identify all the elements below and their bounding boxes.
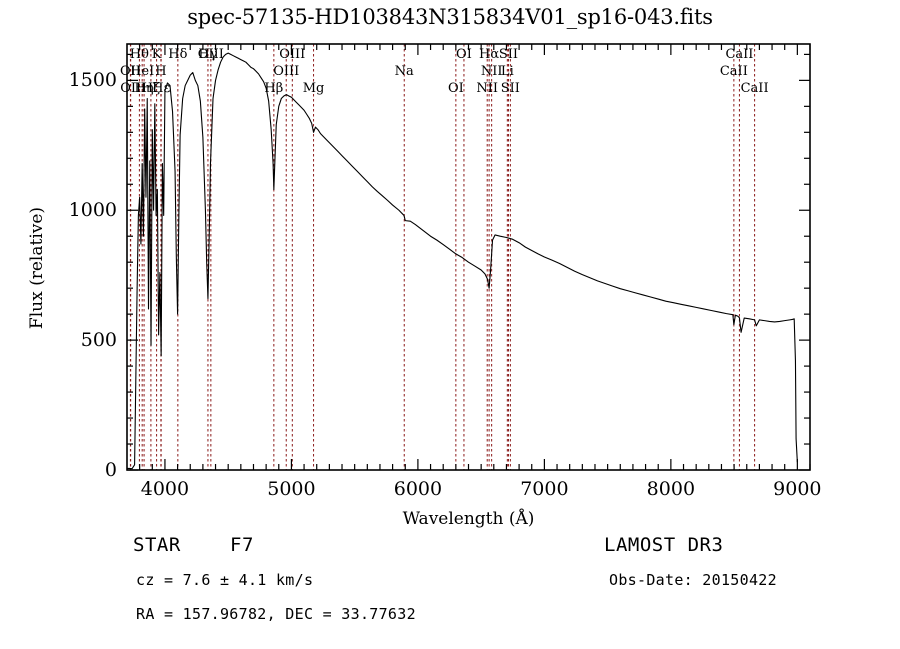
- object-type-label: STAR: [133, 534, 181, 556]
- spectral-line-label: Hη: [134, 81, 154, 96]
- spectral-line-label: SII: [500, 81, 520, 96]
- spectral-line-label: Hθ: [129, 47, 149, 62]
- spectral-line-label: Li: [500, 64, 514, 79]
- spectral-line-label: Hε: [152, 81, 171, 96]
- spectral-line-label: Hζ: [141, 81, 161, 96]
- redshift-velocity-label: cz = 7.6 ± 4.1 km/s: [136, 571, 314, 589]
- spectral-line-label: OIII: [273, 64, 300, 79]
- y-axis-title: Flux (relative): [27, 206, 47, 330]
- y-tick-label: 0: [104, 459, 117, 481]
- y-tick-label: 1500: [68, 69, 117, 92]
- y-tick-label: 1000: [68, 199, 117, 222]
- x-tick-label: 7000: [520, 478, 569, 500]
- spectral-line-label: OI: [447, 81, 464, 96]
- spectral-line-label: OIII: [197, 47, 224, 62]
- spectral-line-label: OI: [456, 47, 472, 62]
- coordinates-label: RA = 157.96782, DEC = 33.77632: [136, 605, 416, 623]
- spectral-line-label: Hβ: [264, 81, 284, 96]
- figure-title: spec-57135-HD103843N315834V01_sp16-043.f…: [187, 5, 713, 29]
- spectral-line-label: CaII: [719, 64, 748, 79]
- x-tick-label: 9000: [773, 478, 822, 500]
- spectral-line-label: H: [155, 64, 167, 79]
- spectral-line-label: NII: [480, 64, 503, 79]
- y-tick-label: 500: [80, 329, 117, 352]
- spectral-line-label: HeI: [130, 64, 155, 79]
- axis-frame: [126, 43, 811, 471]
- obs-date-label: Obs-Date: 20150422: [609, 571, 777, 589]
- spectral-line-label: Hδ: [168, 47, 188, 62]
- line-marker-group: [129, 44, 756, 470]
- spectral-line-label: OIII: [279, 47, 306, 62]
- spectral-line-label: NII: [476, 81, 499, 96]
- spectrum-trace: [127, 52, 798, 470]
- spectral-line-label: Mg: [302, 81, 325, 96]
- spectral-line-label: OII: [120, 81, 142, 96]
- spectral-line-label: CaII: [740, 81, 769, 96]
- x-tick-label: 4000: [140, 478, 190, 500]
- spectral-line-label: K: [151, 47, 162, 62]
- spectral-line-label: Hα: [479, 47, 500, 62]
- spectral-line-label: SII: [498, 47, 519, 62]
- x-tick-label: 8000: [646, 478, 696, 500]
- x-tick-label: 5000: [267, 478, 316, 500]
- spectral-line-label: Hγ: [198, 47, 218, 62]
- survey-label: LAMOST DR3: [604, 534, 724, 556]
- spectral-class-label: F7: [230, 534, 254, 556]
- spectral-line-label: OII: [119, 64, 141, 79]
- spectral-line-label: Na: [394, 64, 414, 79]
- x-tick-label: 6000: [393, 478, 443, 500]
- spectral-line-label: CaII: [725, 47, 754, 62]
- x-axis-title: Wavelength (Å): [402, 509, 535, 529]
